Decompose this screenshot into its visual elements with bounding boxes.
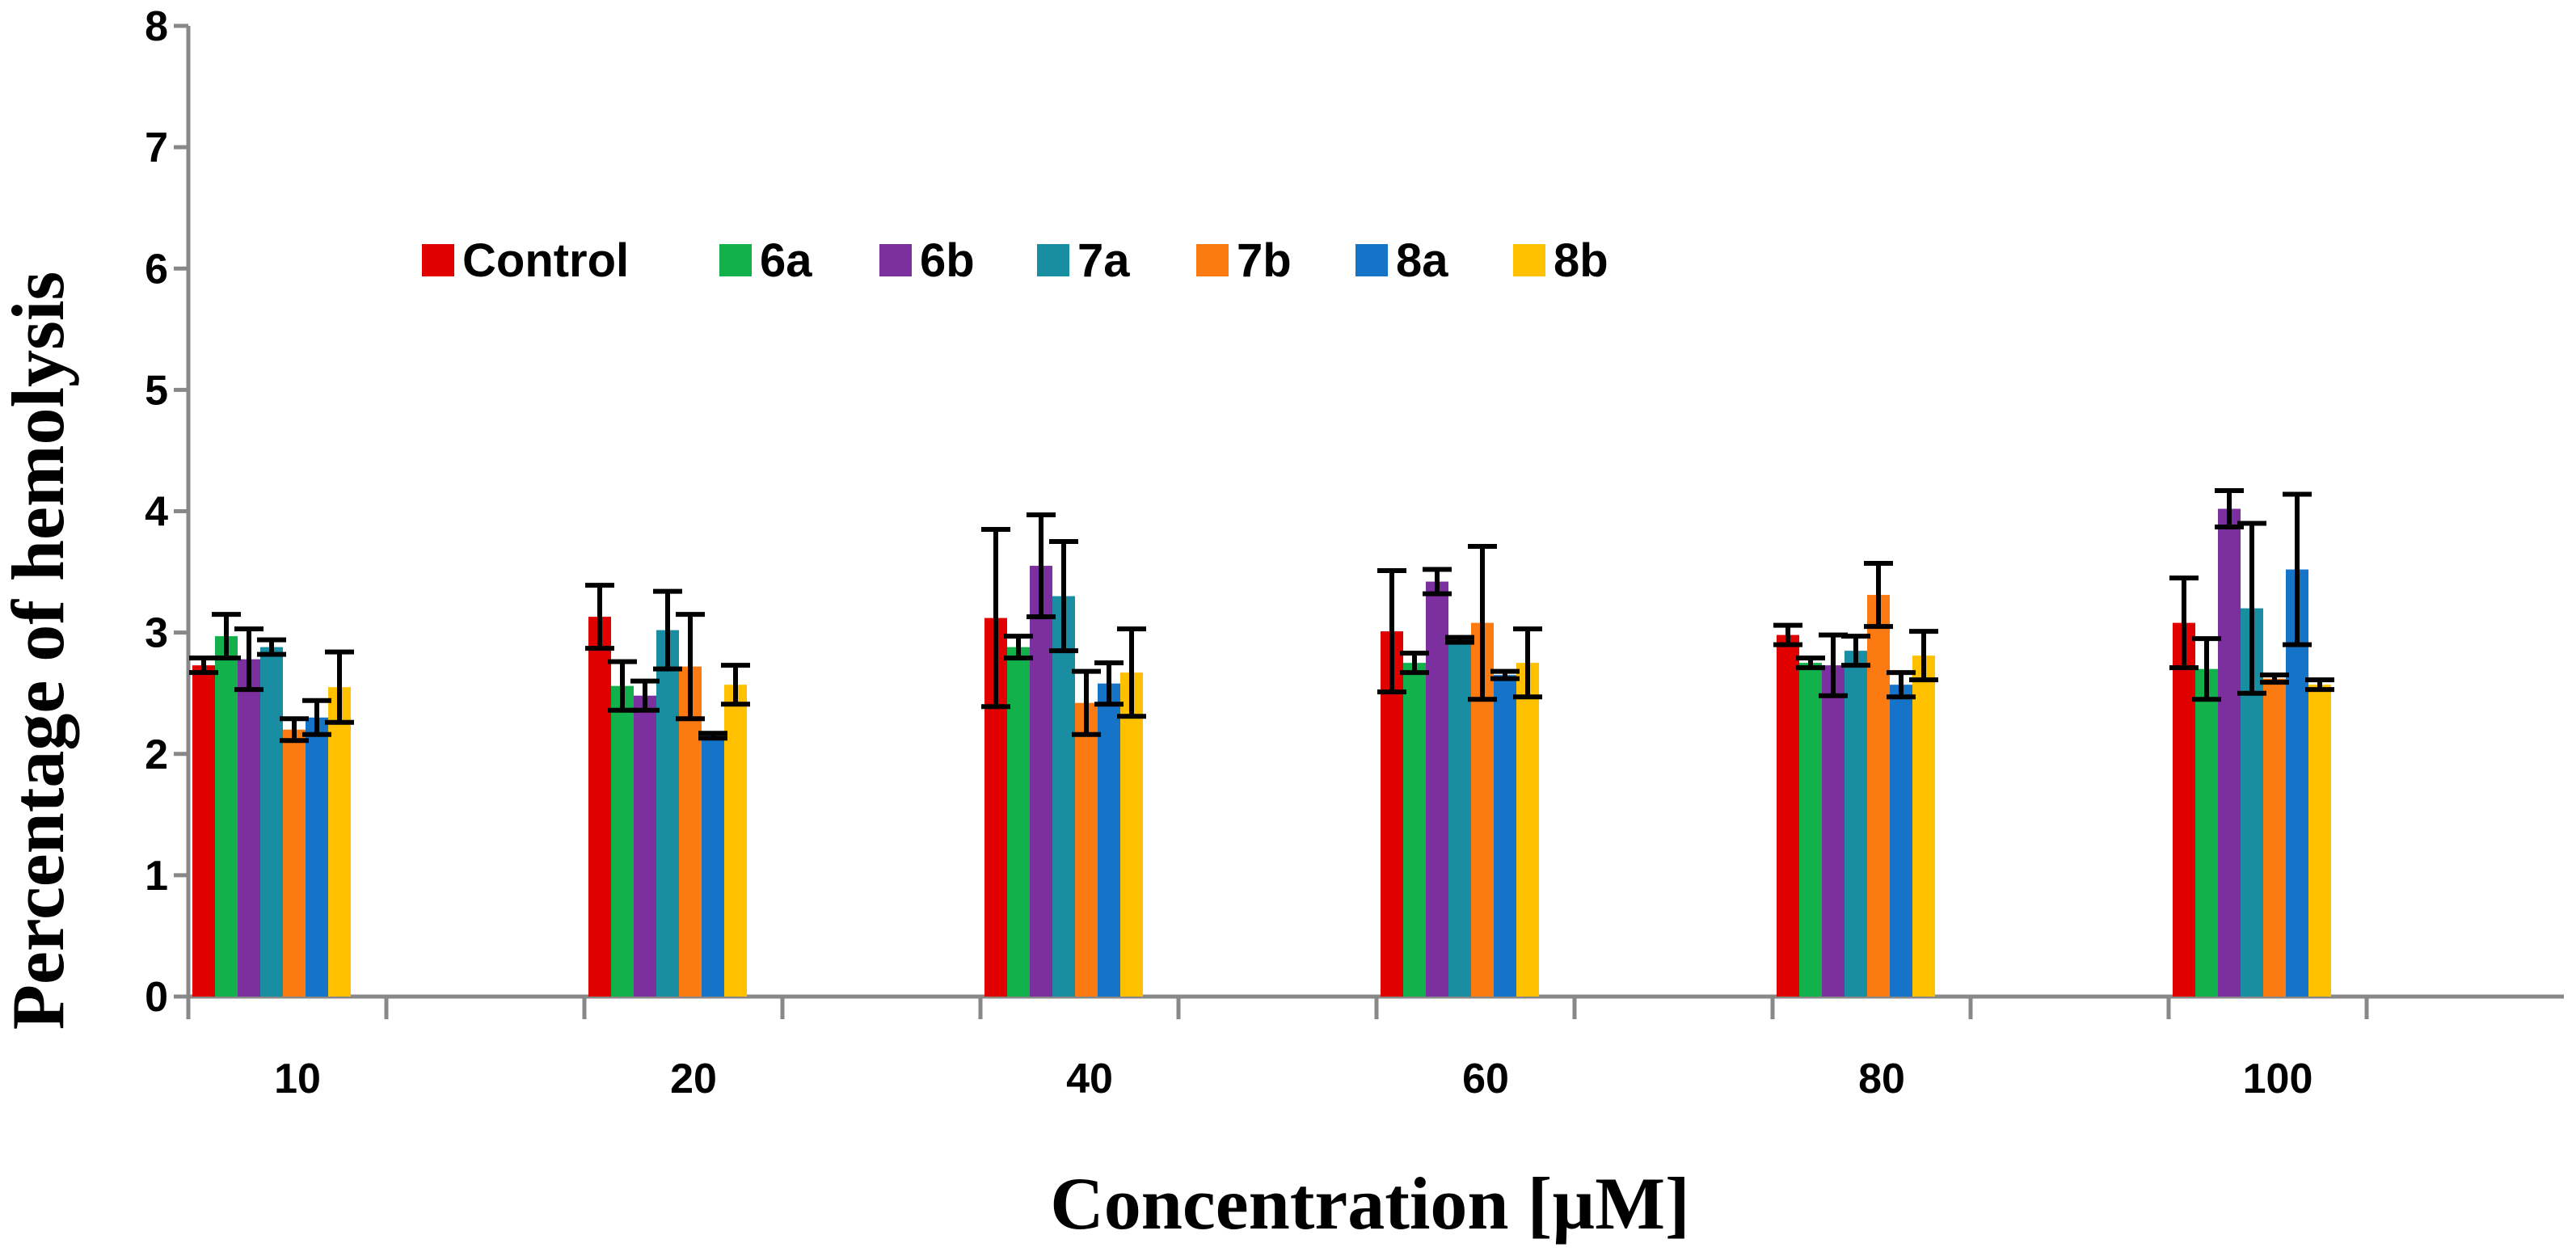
x-axis-title: Concentration [µM] (1050, 1162, 1689, 1245)
bar-6b-100 (2218, 508, 2241, 997)
bar-6b-20 (634, 695, 656, 997)
bar-6a-100 (2195, 668, 2218, 997)
bar-8b-100 (2308, 685, 2331, 997)
y-tick-label: 6 (145, 246, 168, 293)
bar-6b-10 (238, 659, 260, 997)
bar-8a-40 (1098, 683, 1120, 997)
bar-7a-20 (656, 630, 679, 997)
bar-7a-10 (260, 647, 283, 997)
bar-control-80 (1777, 634, 1799, 997)
bar-6b-80 (1822, 665, 1845, 997)
bar-8a-20 (702, 735, 724, 997)
bar-8b-80 (1912, 655, 1935, 997)
y-tick-label: 0 (145, 974, 168, 1021)
legend-swatch-control (422, 244, 454, 276)
x-tick-label: 20 (670, 1056, 717, 1102)
y-tick-label: 3 (145, 610, 168, 657)
bar-control-100 (2173, 622, 2195, 997)
legend-swatch-8a (1355, 244, 1388, 276)
y-tick-label: 2 (145, 731, 168, 778)
x-tick-label: 10 (274, 1056, 321, 1102)
bar-control-20 (588, 617, 611, 997)
y-tick-label: 4 (145, 489, 168, 536)
legend-label-7a: 7a (1077, 234, 1130, 287)
bar-8a-60 (1494, 675, 1516, 997)
bar-8b-60 (1516, 663, 1539, 997)
y-tick-label: 5 (145, 367, 168, 414)
bar-7b-40 (1075, 702, 1098, 997)
bar-6b-60 (1426, 581, 1448, 997)
legend-label-6b: 6b (920, 234, 975, 287)
error-bars (189, 487, 2334, 744)
bar-6a-20 (611, 685, 634, 997)
bar-7b-80 (1867, 595, 1890, 997)
legend: Control 6a 6b 7a 7b 8a 8b (422, 234, 1608, 287)
x-tick-label: 80 (1858, 1056, 1905, 1102)
bar-8a-80 (1890, 685, 1912, 997)
legend-label-7b: 7b (1237, 234, 1292, 287)
bar-7b-100 (2263, 678, 2286, 997)
bar-6a-40 (1007, 647, 1030, 997)
bar-7b-10 (283, 729, 306, 997)
bar-7a-60 (1448, 639, 1471, 997)
bar-6a-80 (1799, 663, 1822, 997)
y-tick-label: 8 (145, 3, 168, 50)
y-tick-label: 7 (145, 124, 168, 171)
legend-label-control: Control (462, 234, 629, 287)
bar-8b-10 (328, 687, 351, 997)
y-axis-title: Percentage of hemolysis (0, 272, 79, 1031)
bar-7a-80 (1845, 651, 1867, 997)
legend-swatch-6a (719, 244, 752, 276)
legend-label-8b: 8b (1554, 234, 1608, 287)
legend-swatch-8b (1513, 244, 1545, 276)
legend-swatch-7b (1196, 244, 1229, 276)
x-tick-label: 60 (1462, 1056, 1509, 1102)
bar-6a-60 (1403, 663, 1426, 997)
bar-8a-10 (306, 717, 328, 997)
bar-8b-20 (724, 685, 747, 997)
axes (174, 23, 2564, 1019)
y-tick-label: 1 (145, 853, 168, 900)
bars (192, 508, 2331, 997)
bar-7a-40 (1052, 596, 1075, 997)
x-tick-label: 40 (1066, 1056, 1113, 1102)
legend-swatch-7a (1037, 244, 1069, 276)
bar-6a-10 (215, 636, 238, 997)
legend-label-6a: 6a (760, 234, 812, 287)
bar-7b-20 (679, 666, 702, 997)
bar-control-10 (192, 665, 215, 997)
legend-swatch-6b (879, 244, 912, 276)
tick-labels: 0 1 2 3 4 5 6 7 8 10 20 40 60 80 100 (145, 3, 2312, 1102)
bar-6b-40 (1030, 566, 1052, 997)
legend-label-8a: 8a (1396, 234, 1448, 287)
x-tick-label: 100 (2243, 1056, 2313, 1102)
bar-8b-40 (1120, 672, 1143, 997)
